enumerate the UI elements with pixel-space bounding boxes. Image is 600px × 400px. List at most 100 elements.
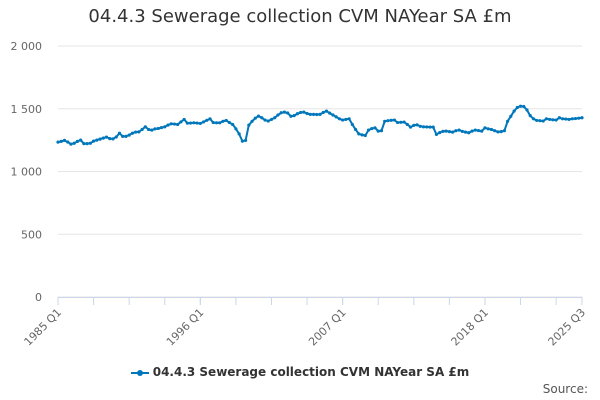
legend[interactable]: 04.4.3 Sewerage collection CVM NAYear SA… (0, 365, 600, 379)
data-point (101, 136, 105, 140)
data-point (318, 112, 322, 116)
data-point (567, 117, 571, 122)
y-tick-label: 0 (35, 291, 42, 304)
data-point (496, 130, 500, 134)
data-point (509, 114, 513, 118)
data-point (137, 130, 141, 134)
data-point (541, 119, 545, 123)
data-point (528, 114, 532, 118)
y-tick-label: 1 000 (11, 166, 43, 179)
data-point (396, 120, 400, 125)
data-point (438, 130, 442, 135)
data-point (250, 119, 254, 123)
data-point (548, 117, 552, 122)
data-point (334, 115, 338, 119)
data-point (331, 113, 335, 117)
data-point (415, 123, 419, 127)
data-point (146, 127, 151, 132)
data-point (363, 133, 367, 138)
data-point (231, 122, 235, 127)
x-tick-label: 2007 Q1 (306, 306, 349, 349)
data-point (373, 126, 377, 130)
data-point (95, 138, 99, 142)
data-point (544, 117, 549, 121)
data-point (341, 118, 345, 122)
data-point (379, 129, 384, 133)
data-point (405, 122, 409, 127)
data-point (347, 117, 351, 121)
data-point (260, 116, 264, 120)
data-point (192, 121, 196, 125)
data-point (150, 128, 154, 132)
data-point (195, 121, 199, 125)
data-point (218, 121, 222, 125)
data-point (234, 127, 238, 131)
data-point (321, 110, 325, 115)
data-point (169, 122, 173, 126)
data-point (153, 127, 157, 131)
data-point (467, 131, 471, 135)
data-point (315, 112, 319, 117)
data-point (557, 116, 561, 120)
data-point (111, 137, 115, 141)
data-point (538, 119, 542, 123)
data-point (82, 142, 86, 146)
data-point (447, 129, 451, 134)
data-point (460, 129, 464, 133)
data-point (221, 119, 225, 123)
data-point (573, 116, 578, 121)
data-point (344, 117, 348, 122)
data-point (240, 139, 244, 143)
data-point (182, 117, 186, 122)
data-point (506, 119, 510, 123)
data-point (214, 121, 219, 125)
data-point (172, 122, 177, 126)
data-point (163, 125, 167, 129)
data-point (282, 110, 287, 114)
data-point (386, 119, 390, 123)
y-tick-label: 2 000 (11, 40, 43, 53)
data-point (56, 140, 60, 144)
data-point (292, 114, 296, 118)
data-point (273, 116, 277, 120)
data-point (489, 127, 494, 132)
data-point (114, 135, 118, 139)
legend-swatch (130, 369, 149, 376)
data-point (302, 110, 306, 114)
data-point (205, 118, 209, 122)
data-point (130, 131, 134, 135)
data-point (224, 118, 228, 123)
data-point (156, 126, 160, 131)
data-point (85, 142, 89, 146)
data-point (159, 125, 164, 130)
data-point (117, 131, 122, 135)
data-point (428, 125, 432, 129)
data-point (515, 105, 519, 110)
data-point (227, 120, 232, 125)
data-point (376, 129, 380, 133)
data-point (483, 126, 487, 130)
data-point (457, 128, 461, 132)
data-point (247, 123, 251, 127)
data-point (286, 111, 290, 115)
data-point (554, 118, 558, 122)
data-point (370, 126, 374, 131)
data-point (305, 111, 309, 116)
data-point (441, 129, 445, 133)
data-point (473, 128, 477, 132)
data-point (337, 117, 342, 121)
y-tick-label: 500 (21, 228, 42, 241)
chart-title: 04.4.3 Sewerage collection CVM NAYear SA… (88, 6, 512, 27)
data-point (266, 119, 270, 123)
data-point (418, 124, 422, 128)
data-point (75, 139, 80, 143)
data-point (402, 120, 406, 124)
data-point (357, 132, 361, 136)
data-point (360, 133, 364, 137)
data-point (189, 121, 193, 125)
data-point (276, 113, 280, 117)
data-point (431, 125, 435, 129)
data-point (124, 134, 128, 138)
data-point (298, 110, 303, 115)
